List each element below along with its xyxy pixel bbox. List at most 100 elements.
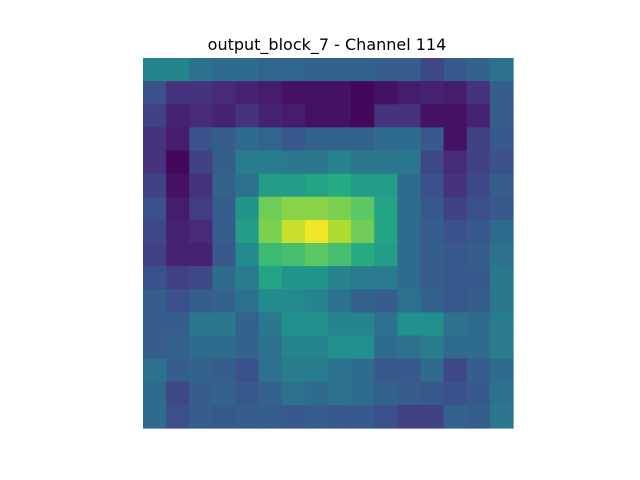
- heatmap-cell: [328, 381, 352, 406]
- heatmap-cell: [258, 266, 283, 290]
- heatmap-cell: [143, 104, 167, 128]
- heatmap-cell: [143, 381, 167, 406]
- heatmap-cell: [466, 335, 491, 360]
- heatmap-cell: [281, 219, 306, 244]
- heatmap-cell: [258, 173, 283, 198]
- heatmap-cell: [143, 404, 167, 429]
- heatmap-cell: [489, 173, 514, 198]
- heatmap-cell: [304, 312, 329, 337]
- heatmap-cell: [374, 58, 398, 82]
- heatmap-cell: [212, 127, 237, 152]
- heatmap-cell: [489, 404, 514, 429]
- heatmap-cell: [143, 219, 167, 244]
- heatmap-cell: [189, 266, 213, 290]
- heatmap-cell: [212, 266, 237, 290]
- heatmap-cell: [281, 289, 306, 313]
- heatmap-cell: [235, 104, 260, 128]
- heatmap-cell: [258, 150, 283, 175]
- heatmap-cell: [443, 404, 468, 429]
- heatmap-cell: [351, 173, 375, 198]
- heatmap-cell: [420, 266, 445, 290]
- heatmap-cell: [420, 381, 445, 406]
- heatmap-cell: [166, 381, 190, 406]
- heatmap-cell: [166, 289, 190, 313]
- heatmap-cell: [374, 381, 398, 406]
- heatmap-cell: [466, 58, 491, 82]
- heatmap-cell: [235, 312, 260, 337]
- heatmap-cell: [143, 173, 167, 198]
- heatmap-cell: [328, 404, 352, 429]
- heatmap-cell: [420, 243, 445, 267]
- heatmap-cell: [143, 150, 167, 175]
- heatmap-cell: [304, 266, 329, 290]
- heatmap-cell: [235, 150, 260, 175]
- heatmap-cell: [189, 219, 213, 244]
- heatmap-cell: [212, 58, 237, 82]
- heatmap-cell: [420, 335, 445, 360]
- heatmap-cell: [466, 312, 491, 337]
- heatmap-cell: [466, 243, 491, 267]
- heatmap-cell: [258, 127, 283, 152]
- heatmap-cell: [235, 81, 260, 105]
- heatmap-cell: [212, 219, 237, 244]
- heatmap-cell: [397, 335, 422, 360]
- heatmap-cell: [443, 196, 468, 221]
- heatmap-cell: [397, 58, 422, 82]
- heatmap-cell: [166, 219, 190, 244]
- heatmap-cell: [374, 312, 398, 337]
- heatmap-cell: [328, 312, 352, 337]
- heatmap-cell: [281, 266, 306, 290]
- heatmap-cell: [189, 150, 213, 175]
- heatmap-cell: [397, 81, 422, 105]
- heatmap-cell: [328, 104, 352, 128]
- heatmap-cell: [397, 219, 422, 244]
- heatmap-cell: [328, 196, 352, 221]
- heatmap-cell: [258, 335, 283, 360]
- heatmap-cell: [304, 104, 329, 128]
- heatmap-cell: [189, 127, 213, 152]
- heatmap-cell: [351, 127, 375, 152]
- heatmap-cell: [420, 104, 445, 128]
- heatmap-cell: [420, 196, 445, 221]
- heatmap-cell: [166, 104, 190, 128]
- heatmap-cell: [351, 404, 375, 429]
- heatmap-cell: [374, 150, 398, 175]
- heatmap-cell: [143, 289, 167, 313]
- heatmap-cell: [304, 219, 329, 244]
- heatmap-cell: [489, 243, 514, 267]
- heatmap-cell: [489, 219, 514, 244]
- heatmap-cell: [466, 358, 491, 383]
- heatmap-cell: [351, 358, 375, 383]
- heatmap-cell: [143, 266, 167, 290]
- heatmap-cell: [466, 196, 491, 221]
- heatmap-cell: [258, 104, 283, 128]
- heatmap-cell: [258, 81, 283, 105]
- heatmap-cell: [258, 312, 283, 337]
- heatmap-cell: [258, 289, 283, 313]
- heatmap-cell: [189, 173, 213, 198]
- heatmap-cell: [189, 312, 213, 337]
- heatmap-cell: [351, 196, 375, 221]
- heatmap-cell: [235, 335, 260, 360]
- heatmap-cell: [374, 266, 398, 290]
- heatmap-cell: [420, 312, 445, 337]
- heatmap-cell: [166, 335, 190, 360]
- heatmap-cell: [189, 196, 213, 221]
- heatmap-cell: [420, 81, 445, 105]
- heatmap-cell: [258, 404, 283, 429]
- heatmap-cell: [212, 173, 237, 198]
- heatmap-cell: [351, 312, 375, 337]
- heatmap-cell: [212, 243, 237, 267]
- heatmap-cell: [489, 266, 514, 290]
- heatmap-cell: [166, 196, 190, 221]
- heatmap-cell: [166, 150, 190, 175]
- heatmap-cell: [374, 127, 398, 152]
- heatmap-cell: [189, 243, 213, 267]
- heatmap-cell: [166, 312, 190, 337]
- heatmap-cell: [143, 58, 167, 82]
- heatmap-cell: [420, 150, 445, 175]
- heatmap-cell: [374, 243, 398, 267]
- heatmap-cell: [166, 243, 190, 267]
- heatmap-cell: [397, 104, 422, 128]
- heatmap-cell: [466, 173, 491, 198]
